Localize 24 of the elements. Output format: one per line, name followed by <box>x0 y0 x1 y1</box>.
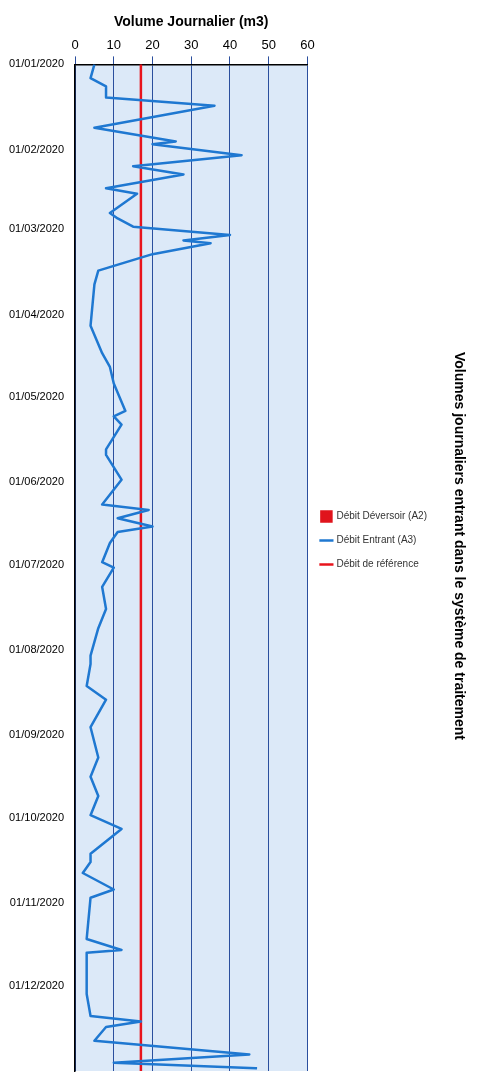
y-tick-label: 01/02/2020 <box>8 142 65 155</box>
y-tick-label: 01/05/2020 <box>8 390 65 403</box>
x-tick-label: 60 <box>300 37 315 53</box>
y-tick-label: 01/06/2020 <box>8 475 65 488</box>
text: Volumes journaliers entrant dans le système de traitement <box>451 350 469 742</box>
x-axis-title: Volume Journalier (m3) <box>113 13 269 30</box>
x-tick-label: 20 <box>145 37 160 53</box>
legend-label: Débit de référence <box>336 558 420 570</box>
x-tick-label: 40 <box>222 37 238 53</box>
x-tick-label: 10 <box>106 37 122 53</box>
legend-label: Débit Entrant (A3) <box>336 534 417 546</box>
y-tick-label: 01/10/2020 <box>8 811 65 824</box>
y-tick-label: 01/07/2020 <box>8 557 65 570</box>
y-tick-label: 01/09/2020 <box>8 728 65 741</box>
x-tick-label: 0 <box>71 37 79 53</box>
y-tick-label: 01/11/2020 <box>9 896 65 909</box>
x-tick-label: 30 <box>184 37 199 53</box>
y-tick-label: 01/08/2020 <box>8 643 65 656</box>
y-tick-label: 01/12/2020 <box>8 978 65 991</box>
x-tick-label: 50 <box>261 37 276 53</box>
legend-label: Débit Déversoir (A2) <box>336 510 428 522</box>
y-tick-label: 01/03/2020 <box>8 222 65 235</box>
y-tick-label: 01/01/2020 <box>8 57 65 70</box>
y-tick-label: 01/04/2020 <box>8 307 65 320</box>
